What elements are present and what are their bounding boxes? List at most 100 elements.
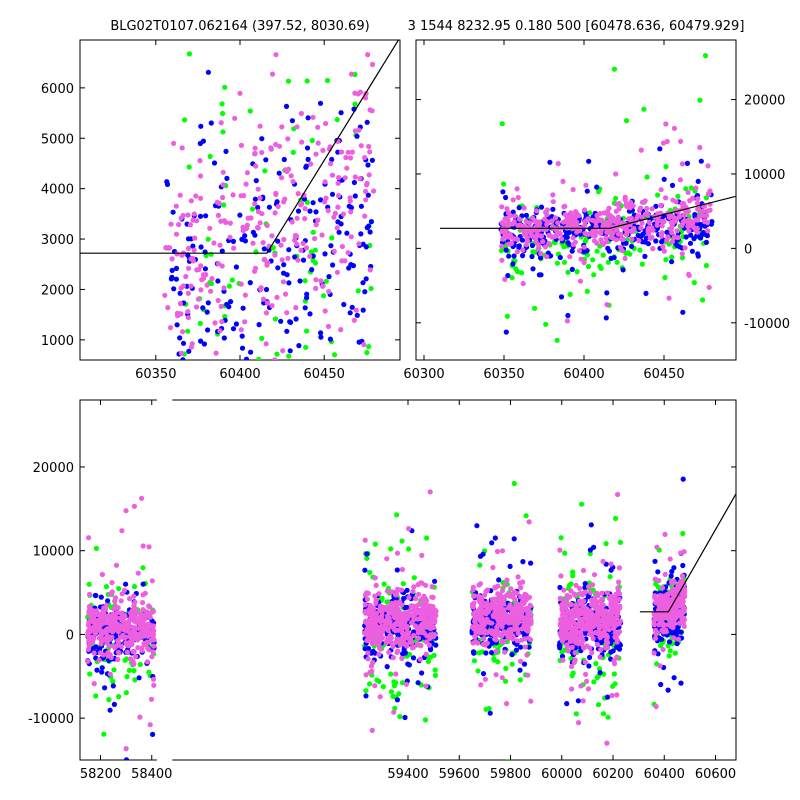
data-point-magenta [143,641,149,648]
data-point-magenta [599,217,605,223]
data-point-magenta [596,630,602,636]
data-point-magenta [259,149,265,156]
data-point-magenta [226,9,231,14]
data-point-green [286,353,292,359]
data-point-magenta [671,616,678,622]
data-point-green [132,677,138,683]
data-point-magenta [391,709,397,715]
data-point-blue [318,334,324,340]
data-point-blue [230,326,237,332]
data-point-blue [518,644,524,650]
data-point-magenta [173,203,179,209]
data-point-magenta [406,594,412,601]
data-point-blue [671,565,677,571]
data-point-magenta [133,654,139,660]
model-line [440,195,736,229]
data-point-blue [240,305,246,311]
data-point-magenta [489,620,495,626]
data-point-magenta [490,564,496,571]
data-point-magenta [514,236,521,242]
data-point-blue [557,584,563,591]
data-point-blue [208,120,214,126]
data-point-magenta [294,241,300,247]
data-point-blue [263,157,269,163]
data-point-blue [620,267,626,273]
data-point-magenta [478,619,484,625]
data-point-magenta [169,256,175,262]
data-point-green [270,245,276,251]
x-tick-label: 60350 [135,367,176,382]
data-point-green [637,247,643,253]
data-point-magenta [582,223,588,229]
data-point-blue [360,280,366,286]
data-point-magenta [362,602,368,608]
data-point-blue [256,421,261,426]
data-point-magenta [499,548,506,554]
data-point-blue [202,266,208,272]
data-point-blue [575,698,582,704]
data-point-magenta [95,619,101,625]
data-point-green [123,690,129,696]
data-point-green [367,681,373,687]
data-point-magenta [501,629,507,635]
data-point-blue [256,322,262,328]
data-point-magenta [367,149,373,155]
data-point-green [614,259,620,265]
plot-frame-bottom [79,399,737,761]
data-point-magenta [400,623,406,629]
data-point-green [554,260,561,266]
data-point-magenta [559,607,565,613]
data-point-magenta [147,722,153,728]
data-point-magenta [495,591,501,597]
data-point-magenta [394,550,401,556]
x-tick-label: 60350 [483,367,524,382]
data-point-blue [694,221,700,227]
data-point-magenta [85,658,91,664]
data-point-magenta [518,585,524,591]
data-point-magenta [653,629,660,635]
data-point-green [221,202,227,208]
data-point-magenta [580,616,586,622]
data-point-blue [503,247,509,253]
data-point-magenta [98,641,104,647]
data-point-green [597,263,603,269]
data-point-magenta [672,216,678,222]
data-point-magenta [559,236,565,242]
data-point-green [399,538,405,544]
data-point-green [310,229,316,235]
data-point-magenta [371,188,377,194]
data-point-green [209,492,214,497]
data-point-blue [171,286,177,292]
data-point-magenta [560,178,566,184]
data-point-green [427,654,434,660]
data-point-green [554,337,560,343]
data-point-magenta [584,609,590,615]
data-point-magenta [515,630,521,636]
data-point-green [611,66,618,72]
data-point-magenta [295,257,301,263]
data-point-magenta [284,310,290,316]
data-point-blue [708,221,715,227]
y-tick-label: 3000 [41,233,74,248]
data-point-magenta [662,531,668,538]
data-point-green [106,697,112,703]
data-point-magenta [678,550,684,556]
data-point-green [503,665,509,672]
data-point-magenta [408,635,414,642]
data-point-green [334,117,340,123]
data-point-magenta [363,460,368,465]
data-point-magenta [420,629,426,635]
data-point-blue [664,229,670,235]
data-point-magenta [146,544,152,550]
data-point-green [406,651,413,658]
data-point-magenta [705,228,711,234]
data-point-magenta [378,625,384,631]
data-point-green [111,667,117,673]
data-point-magenta [140,543,146,549]
data-point-magenta [238,142,244,148]
data-point-magenta [419,552,425,559]
data-point-magenta [335,180,341,186]
data-point-magenta [527,637,534,643]
data-point-blue [569,248,575,254]
